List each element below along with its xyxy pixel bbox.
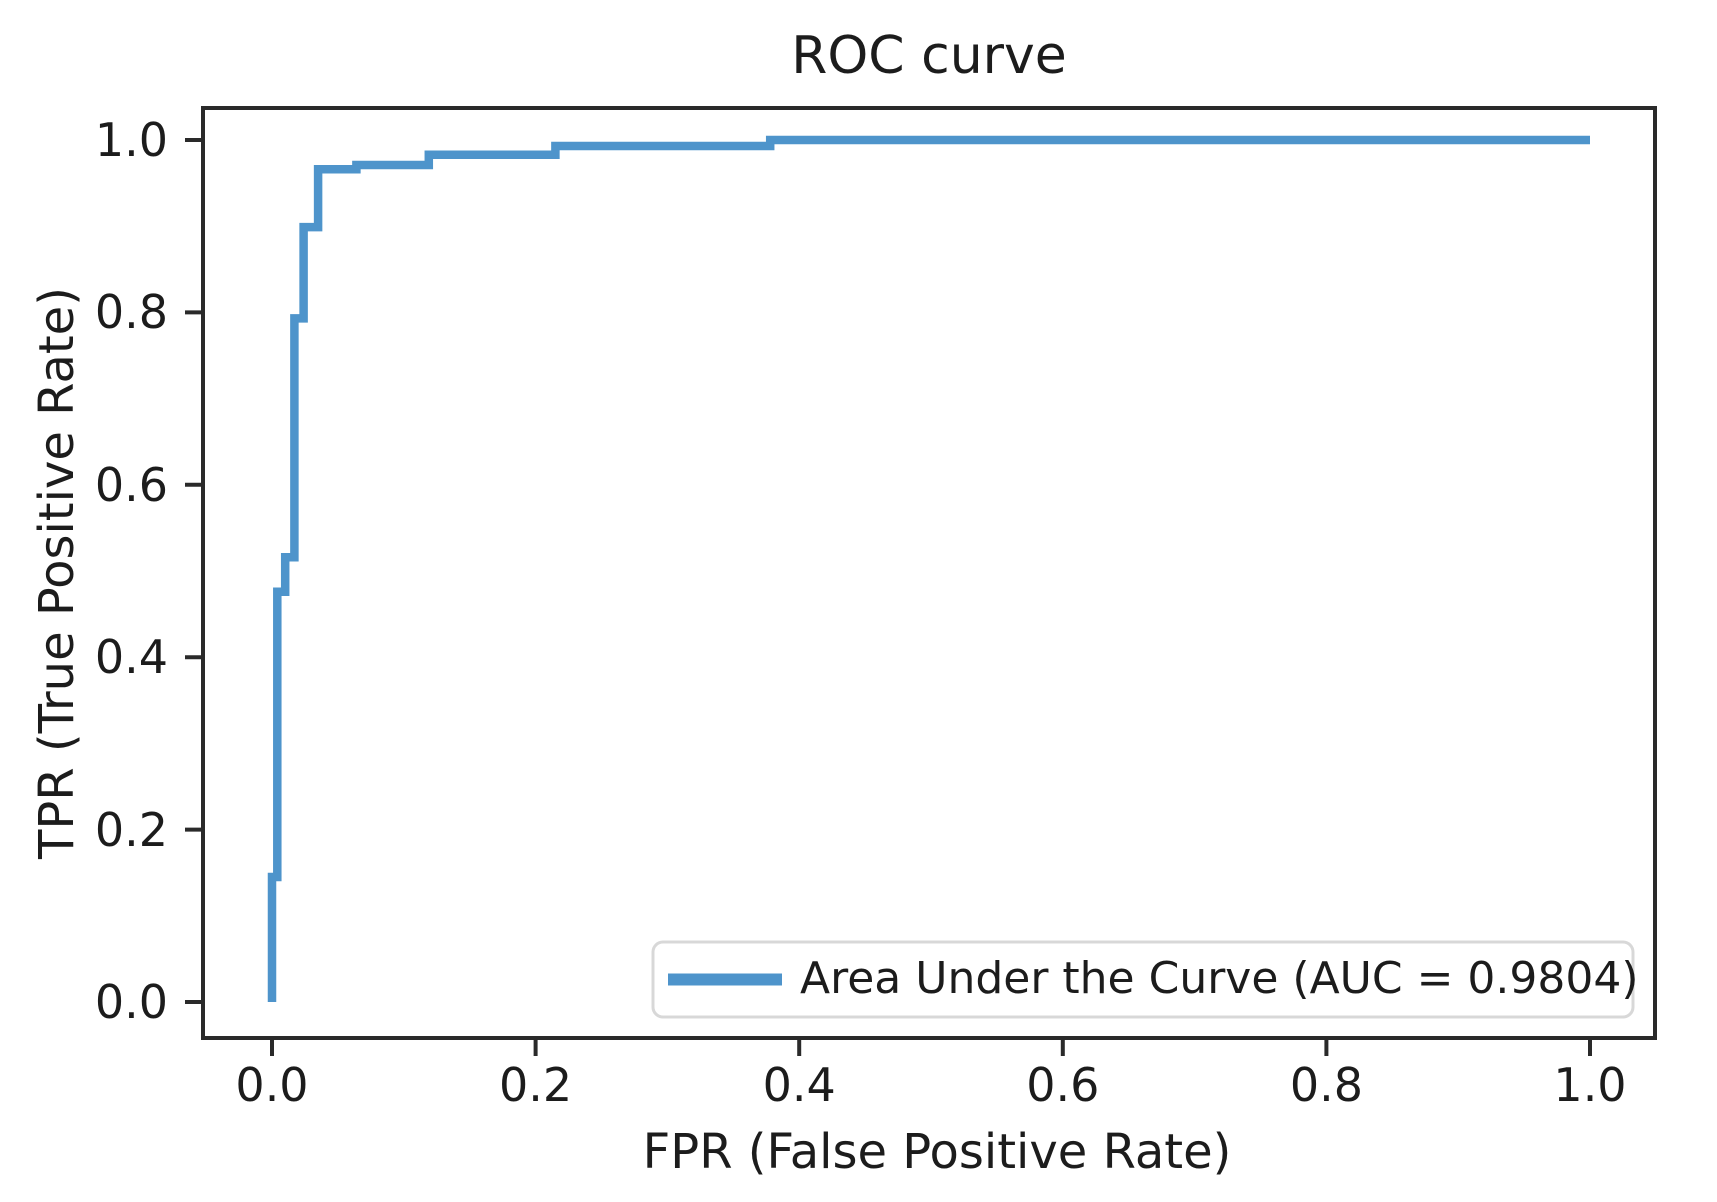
y-tick-label: 0.6 [94, 457, 168, 512]
y-tick-label: 0.2 [94, 802, 168, 857]
y-tick-label: 1.0 [94, 113, 168, 167]
y-tick-label: 0.0 [94, 975, 168, 1029]
roc-curve-line [267, 135, 1590, 1002]
legend-entry-label: Area Under the Curve (AUC = 0.9804) [800, 953, 1639, 1004]
x-tick-label: 0.0 [235, 1058, 309, 1112]
x-tick-label: 0.4 [762, 1058, 836, 1112]
legend-box [651, 940, 1635, 1019]
x-tick-label: 0.2 [499, 1058, 573, 1112]
x-tick-label: 0.6 [1026, 1058, 1100, 1112]
x-axis-label: FPR (False Positive Rate) [642, 1124, 1232, 1180]
y-tick-label: 0.4 [94, 630, 168, 685]
y-axis-label: TPR (True Positive Rate) [29, 287, 85, 859]
plot-border [201, 106, 1657, 1040]
x-tick-label: 1.0 [1553, 1058, 1627, 1112]
x-tick-label: 0.8 [1289, 1058, 1363, 1112]
y-tick-label: 0.8 [94, 285, 168, 340]
chart-title: ROC curve [791, 26, 1067, 86]
